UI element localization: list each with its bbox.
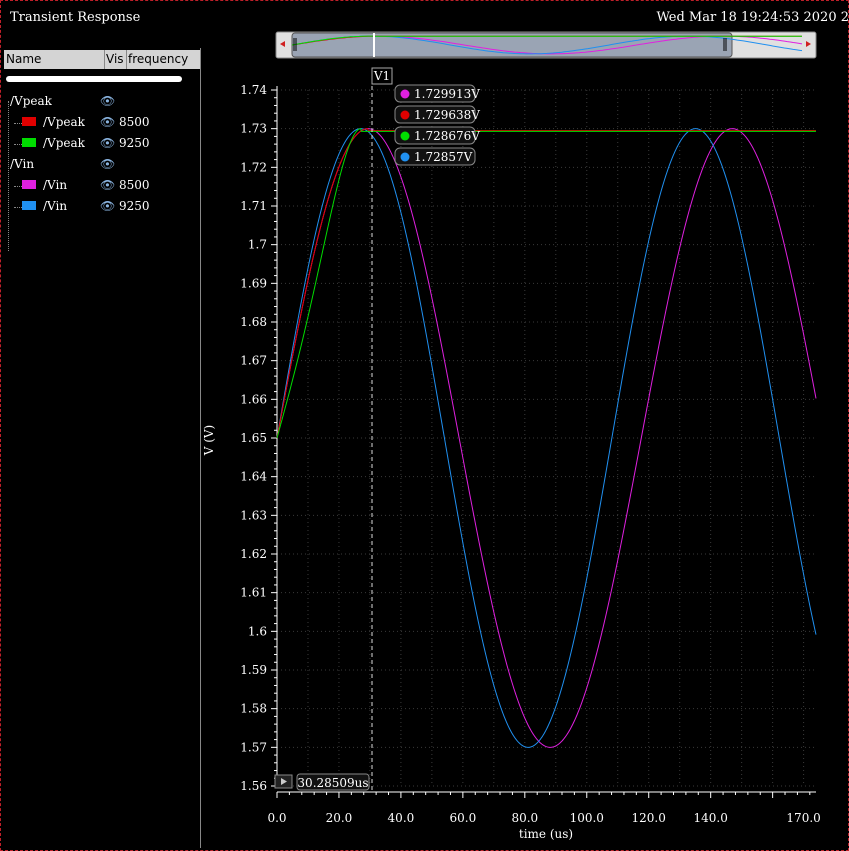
visibility-eye-icon[interactable]: 👁 — [100, 94, 116, 108]
y-tick-label: 1.56 — [240, 779, 267, 793]
y-tick-label: 1.57 — [240, 740, 267, 754]
x-axis-label: time (us) — [519, 827, 573, 841]
y-tick-label: 1.68 — [240, 315, 267, 329]
trace-color-swatch — [22, 117, 36, 126]
vertical-cursor[interactable]: V1 1.729913V 1.729638V 1.728676V 1.72857V 3… — [274, 67, 480, 791]
visibility-eye-icon[interactable]: 👁 — [100, 157, 116, 171]
y-tick-label: 1.59 — [240, 663, 267, 677]
legend-group-vpeak[interactable]: /Vpeak 👁 — [4, 92, 200, 112]
plot-traces — [276, 128, 817, 748]
overview-traces — [291, 35, 803, 55]
x-tick-label: 80.0 — [511, 811, 538, 825]
legend-group-label: /Vin — [10, 157, 35, 171]
readout-box — [394, 126, 476, 145]
x-tick-label: 120.0 — [632, 811, 666, 825]
y-tick-label: 1.64 — [240, 470, 267, 484]
y-tick-label: 1.72 — [240, 160, 267, 174]
y-tick-label: 1.63 — [240, 508, 267, 522]
readout-value: 1.729913V — [414, 87, 480, 101]
waveform-chart[interactable]: 1.74 1.73 1.72 1.71 1.7 1.69 1.68 1.67 1.66 1.65 1… — [200, 28, 849, 850]
trace-color-swatch — [22, 201, 36, 210]
visibility-eye-icon[interactable]: 👁 — [100, 178, 116, 192]
x-tick-label: 40.0 — [388, 811, 415, 825]
y-tick-label: 1.71 — [240, 199, 267, 213]
trace-line-2 — [276, 128, 816, 439]
column-header-vis[interactable]: Vis — [106, 52, 124, 66]
overview-trace-3 — [291, 35, 802, 46]
plot-grid — [276, 89, 816, 787]
trace-name: /Vin — [43, 178, 68, 192]
readout-dot — [400, 89, 410, 99]
timestamp: Wed Mar 18 19:24:53 2020 2 — [656, 10, 849, 25]
column-header-name[interactable]: Name — [6, 52, 42, 66]
x-tick-label: 170.0 — [786, 811, 820, 825]
x-tick-label: 100.0 — [570, 811, 604, 825]
trace-frequency: 8500 — [119, 115, 150, 129]
visibility-eye-icon[interactable]: 👁 — [100, 199, 116, 213]
visibility-eye-icon[interactable]: 👁 — [100, 136, 116, 150]
trace-color-swatch — [22, 138, 36, 147]
readout-value: 1.72857V — [414, 150, 473, 164]
legend-header: Name Vis frequency — [4, 50, 200, 69]
scroll-right-arrow-icon[interactable] — [806, 41, 811, 47]
cursor-label: V1 — [373, 69, 390, 83]
readout-dot — [400, 131, 410, 141]
y-tick-label: 1.73 — [240, 122, 267, 136]
y-tick-label: 1.69 — [240, 276, 267, 290]
overview-navigator[interactable] — [275, 31, 817, 59]
window-title: Transient Response — [10, 10, 141, 25]
play-icon — [281, 778, 287, 785]
readout-box — [394, 84, 476, 103]
y-tick-label: 1.61 — [240, 586, 267, 600]
plot-axes: 1.74 1.73 1.72 1.71 1.7 1.69 1.68 1.67 1.66 1.65 1… — [240, 83, 821, 825]
legend-group-label: /Vpeak — [10, 94, 52, 108]
legend-scrollbar[interactable] — [6, 76, 182, 82]
cursor-readouts: 1.729913V 1.729638V 1.728676V 1.72857V — [394, 84, 480, 166]
legend-item-vpeak-9250[interactable]: /Vpeak 👁 9250 — [4, 134, 200, 154]
legend-item-vin-8500[interactable]: /Vin 👁 8500 — [4, 176, 200, 196]
x-tick-label: 60.0 — [450, 811, 477, 825]
readout-box — [394, 147, 476, 166]
trace-frequency: 8500 — [119, 178, 150, 192]
readout-value: 1.728676V — [414, 129, 480, 143]
cursor-x-readout: 30.28509us — [297, 776, 368, 790]
trace-name: /Vpeak — [43, 136, 85, 150]
trace-name: /Vpeak — [43, 115, 85, 129]
trace-name: /Vin — [43, 199, 68, 213]
readout-dot — [400, 110, 410, 120]
y-tick-label: 1.67 — [240, 354, 267, 368]
x-tick-label: 20.0 — [326, 811, 353, 825]
y-tick-label: 1.66 — [240, 392, 267, 406]
legend-panel: Name Vis frequency /Vpeak 👁 /Vpeak 👁 850… — [4, 48, 201, 848]
legend-item-vpeak-8500[interactable]: /Vpeak 👁 8500 — [4, 113, 200, 133]
readout-box — [394, 105, 476, 124]
legend-group-vin[interactable]: /Vin 👁 — [4, 155, 200, 175]
scroll-left-arrow-icon[interactable] — [280, 41, 285, 47]
x-tick-label: 140.0 — [693, 811, 727, 825]
trace-frequency: 9250 — [119, 136, 150, 150]
y-tick-label: 1.74 — [240, 83, 267, 97]
readout-value: 1.729638V — [414, 108, 480, 122]
column-header-frequency[interactable]: frequency — [128, 52, 189, 66]
y-tick-label: 1.58 — [240, 702, 267, 716]
y-tick-label: 1.62 — [240, 547, 267, 561]
y-axis-label: V (V) — [202, 425, 216, 457]
readout-dot — [400, 152, 410, 162]
x-tick-label: 0.0 — [267, 811, 286, 825]
y-tick-label: 1.7 — [248, 238, 267, 252]
trace-frequency: 9250 — [119, 199, 150, 213]
y-tick-label: 1.6 — [248, 624, 267, 638]
trace-line-3 — [276, 128, 816, 439]
visibility-eye-icon[interactable]: 👁 — [100, 115, 116, 129]
legend-item-vin-9250[interactable]: /Vin 👁 9250 — [4, 197, 200, 217]
y-tick-label: 1.65 — [240, 431, 267, 445]
trace-line-1 — [276, 128, 817, 748]
trace-color-swatch — [22, 180, 36, 189]
